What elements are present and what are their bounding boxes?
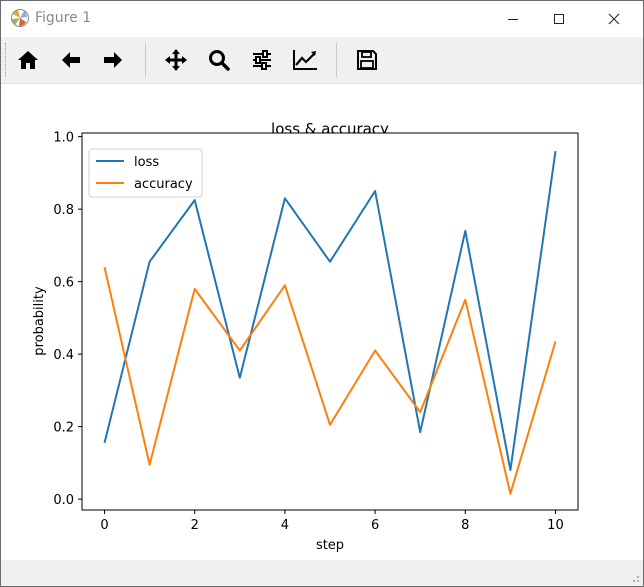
y-tick-label: 0.2: [53, 421, 74, 436]
x-tick-label: 8: [461, 518, 469, 533]
y-tick-label: 0.6: [53, 276, 74, 291]
configure-subplots-button[interactable]: [246, 44, 278, 76]
pan-button[interactable]: [160, 44, 192, 76]
toolbar-grip[interactable]: [5, 43, 8, 77]
x-axis-label: step: [316, 538, 344, 553]
x-tick-label: 6: [371, 518, 379, 533]
search-icon: [209, 50, 230, 71]
home-button[interactable]: [12, 44, 44, 76]
toolbar-separator: [336, 43, 337, 77]
y-tick-label: 0.4: [53, 348, 74, 363]
close-button[interactable]: [591, 1, 637, 37]
zoom-button[interactable]: [203, 44, 235, 76]
resize-grip-icon[interactable]: [628, 571, 640, 583]
arrow-right-icon: [104, 52, 122, 68]
series-line-accuracy: [103, 266, 557, 495]
home-icon: [18, 51, 38, 69]
matplotlib-logo-icon: [11, 9, 29, 27]
toolbar-separator: [145, 43, 146, 77]
series-line-loss: [103, 150, 557, 472]
y-tick-label: 1.0: [53, 131, 74, 146]
floppy-disk-icon: [357, 50, 377, 70]
x-tick-label: 4: [281, 518, 289, 533]
x-tick-label: 2: [191, 518, 199, 533]
forward-button[interactable]: [97, 44, 129, 76]
close-icon: [608, 13, 620, 25]
status-bar: [1, 560, 643, 586]
series-lines: [103, 150, 557, 495]
y-axis-label: probability: [32, 286, 47, 356]
axis-ticks: 0 2 4 6 8 10 0.0 0.2 0.4 0.6 0.8 1.0: [53, 131, 563, 533]
line-chart[interactable]: loss & accuracy 0 2 4 6 8 100.00.20.40.60.81.…: [1, 84, 643, 560]
navigation-toolbar: [1, 37, 643, 84]
x-tick-label: 0: [100, 518, 108, 533]
legend-label-loss: loss: [134, 155, 159, 170]
edit-axis-button[interactable]: [289, 44, 321, 76]
y-tick-label: 0.0: [53, 493, 74, 508]
back-button[interactable]: [55, 44, 87, 76]
legend-label-accuracy: accuracy: [134, 177, 193, 192]
window-title: Figure 1: [35, 10, 92, 26]
save-button[interactable]: [351, 44, 383, 76]
arrow-left-icon: [62, 52, 80, 68]
minimize-button[interactable]: [490, 1, 536, 37]
chart-line-icon: [293, 50, 317, 70]
sliders-icon: [253, 50, 271, 70]
title-bar[interactable]: Figure 1: [1, 1, 643, 37]
legend: loss accuracy: [88, 148, 203, 198]
maximize-icon: [554, 14, 564, 24]
maximize-button[interactable]: [536, 1, 582, 37]
minimize-icon: [508, 19, 518, 20]
move-icon: [165, 49, 187, 71]
figure-canvas[interactable]: loss & accuracy 0 2 4 6 8 10 0.0 0.2 0.4 0.6 0.8 1.…: [1, 84, 643, 560]
x-tick-label: 10: [547, 518, 564, 533]
y-tick-label: 0.8: [53, 203, 74, 218]
